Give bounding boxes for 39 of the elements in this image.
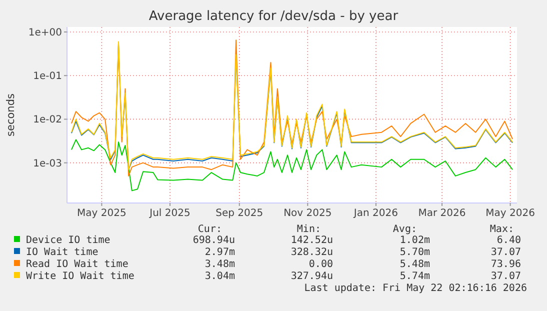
text: 73.96 — [490, 259, 521, 270]
text: 142.52u — [290, 235, 333, 246]
x-tick-label: Jan 2026 — [352, 208, 398, 219]
line-series — [70, 139, 514, 192]
text: Min: — [296, 224, 321, 235]
text: Cur: — [198, 224, 222, 235]
legend-label: IO Wait time — [26, 247, 98, 258]
text: 5.70m — [400, 247, 430, 258]
x-tick-label: Mar 2026 — [418, 208, 466, 219]
y-tick-label: 1e+00 — [28, 27, 62, 38]
legend-label: Device IO time — [26, 235, 110, 246]
text: 2.97m — [204, 247, 235, 258]
y-tick-label: 1e-02 — [33, 114, 62, 126]
legend-label: Read IO Wait time — [26, 259, 128, 270]
text: 328.32u — [290, 247, 333, 258]
text: 3.04m — [204, 271, 235, 282]
text: 5.48m — [400, 259, 430, 270]
text: 0.00 — [308, 259, 333, 270]
y-tick-label: 1e-01 — [33, 71, 62, 82]
text: Last update: Fri May 22 02:16:16 2026 — [304, 283, 527, 294]
x-tick-label: May 2026 — [486, 208, 535, 219]
y-tick-label: 1e-03 — [33, 158, 62, 170]
text: Avg: — [392, 224, 417, 235]
text: 37.07 — [490, 271, 521, 282]
text: 3.48m — [204, 259, 235, 270]
chart-title: Average latency for /dev/sda - by year — [148, 9, 399, 24]
text: 5.74m — [400, 271, 430, 282]
x-tick-label: Nov 2025 — [284, 208, 332, 219]
text: 327.94u — [290, 271, 333, 282]
x-tick-label: May 2025 — [77, 208, 126, 219]
legend-label: Write IO Wait time — [26, 271, 134, 282]
x-tick-label: Jul 2025 — [148, 208, 190, 219]
text: 698.94u — [192, 235, 235, 246]
x-tick-label: Sep 2025 — [216, 208, 264, 219]
text: Max: — [490, 224, 514, 235]
text: 6.40 — [496, 235, 521, 246]
text: 1.02m — [400, 235, 430, 246]
text: 37.07 — [490, 247, 521, 258]
y-axis-title: seconds — [5, 94, 17, 136]
